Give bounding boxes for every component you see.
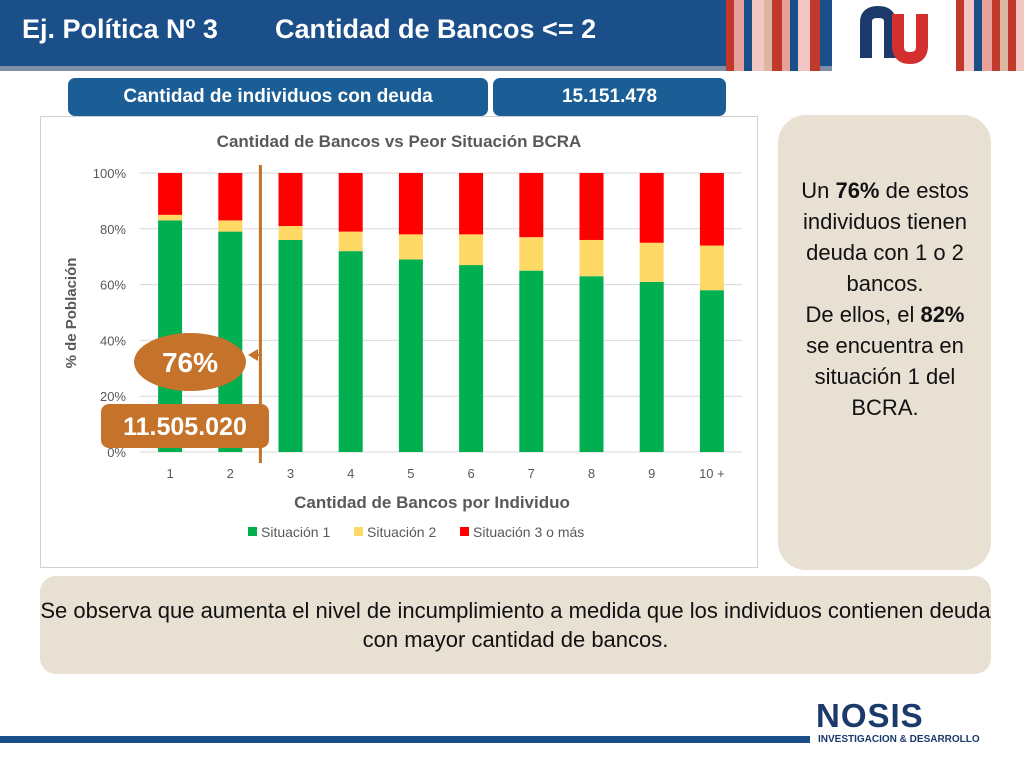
footer-bar — [0, 736, 810, 743]
decorative-stripes-left — [726, 0, 820, 71]
side-note-line2: De ellos, el — [805, 302, 921, 327]
side-note-pct1: 76% — [835, 178, 880, 203]
individuals-count-pill: 15.151.478 — [493, 78, 726, 116]
chart-frame — [40, 116, 758, 568]
page-title: Ej. Política Nº 3 — [22, 14, 218, 44]
conclusion-text: Se observa que aumenta el nivel de incum… — [40, 598, 991, 652]
side-note-post: se encuentra en situación 1 del BCRA. — [806, 333, 964, 420]
side-note-panel — [778, 115, 991, 570]
header-underline — [0, 66, 1024, 71]
side-note-text: Un 76% de estos individuos tienen deuda … — [792, 175, 978, 423]
side-note-pct2: 82% — [920, 302, 965, 327]
side-note-mid: de estos individuos tienen deuda con 1 o… — [803, 178, 969, 296]
side-note-pre: Un — [801, 178, 836, 203]
conclusion-panel — [40, 576, 991, 674]
nosis-logo: NOSIS — [816, 697, 924, 734]
logo-box — [832, 0, 956, 71]
page-subtitle: Cantidad de Bancos <= 2 — [275, 14, 597, 44]
nu-logo-icon — [860, 5, 928, 65]
individuals-label-pill: Cantidad de individuos con deuda — [68, 78, 488, 116]
decorative-stripes-right — [956, 0, 1024, 71]
nosis-tagline: INVESTIGACION & DESARROLLO — [818, 734, 980, 745]
